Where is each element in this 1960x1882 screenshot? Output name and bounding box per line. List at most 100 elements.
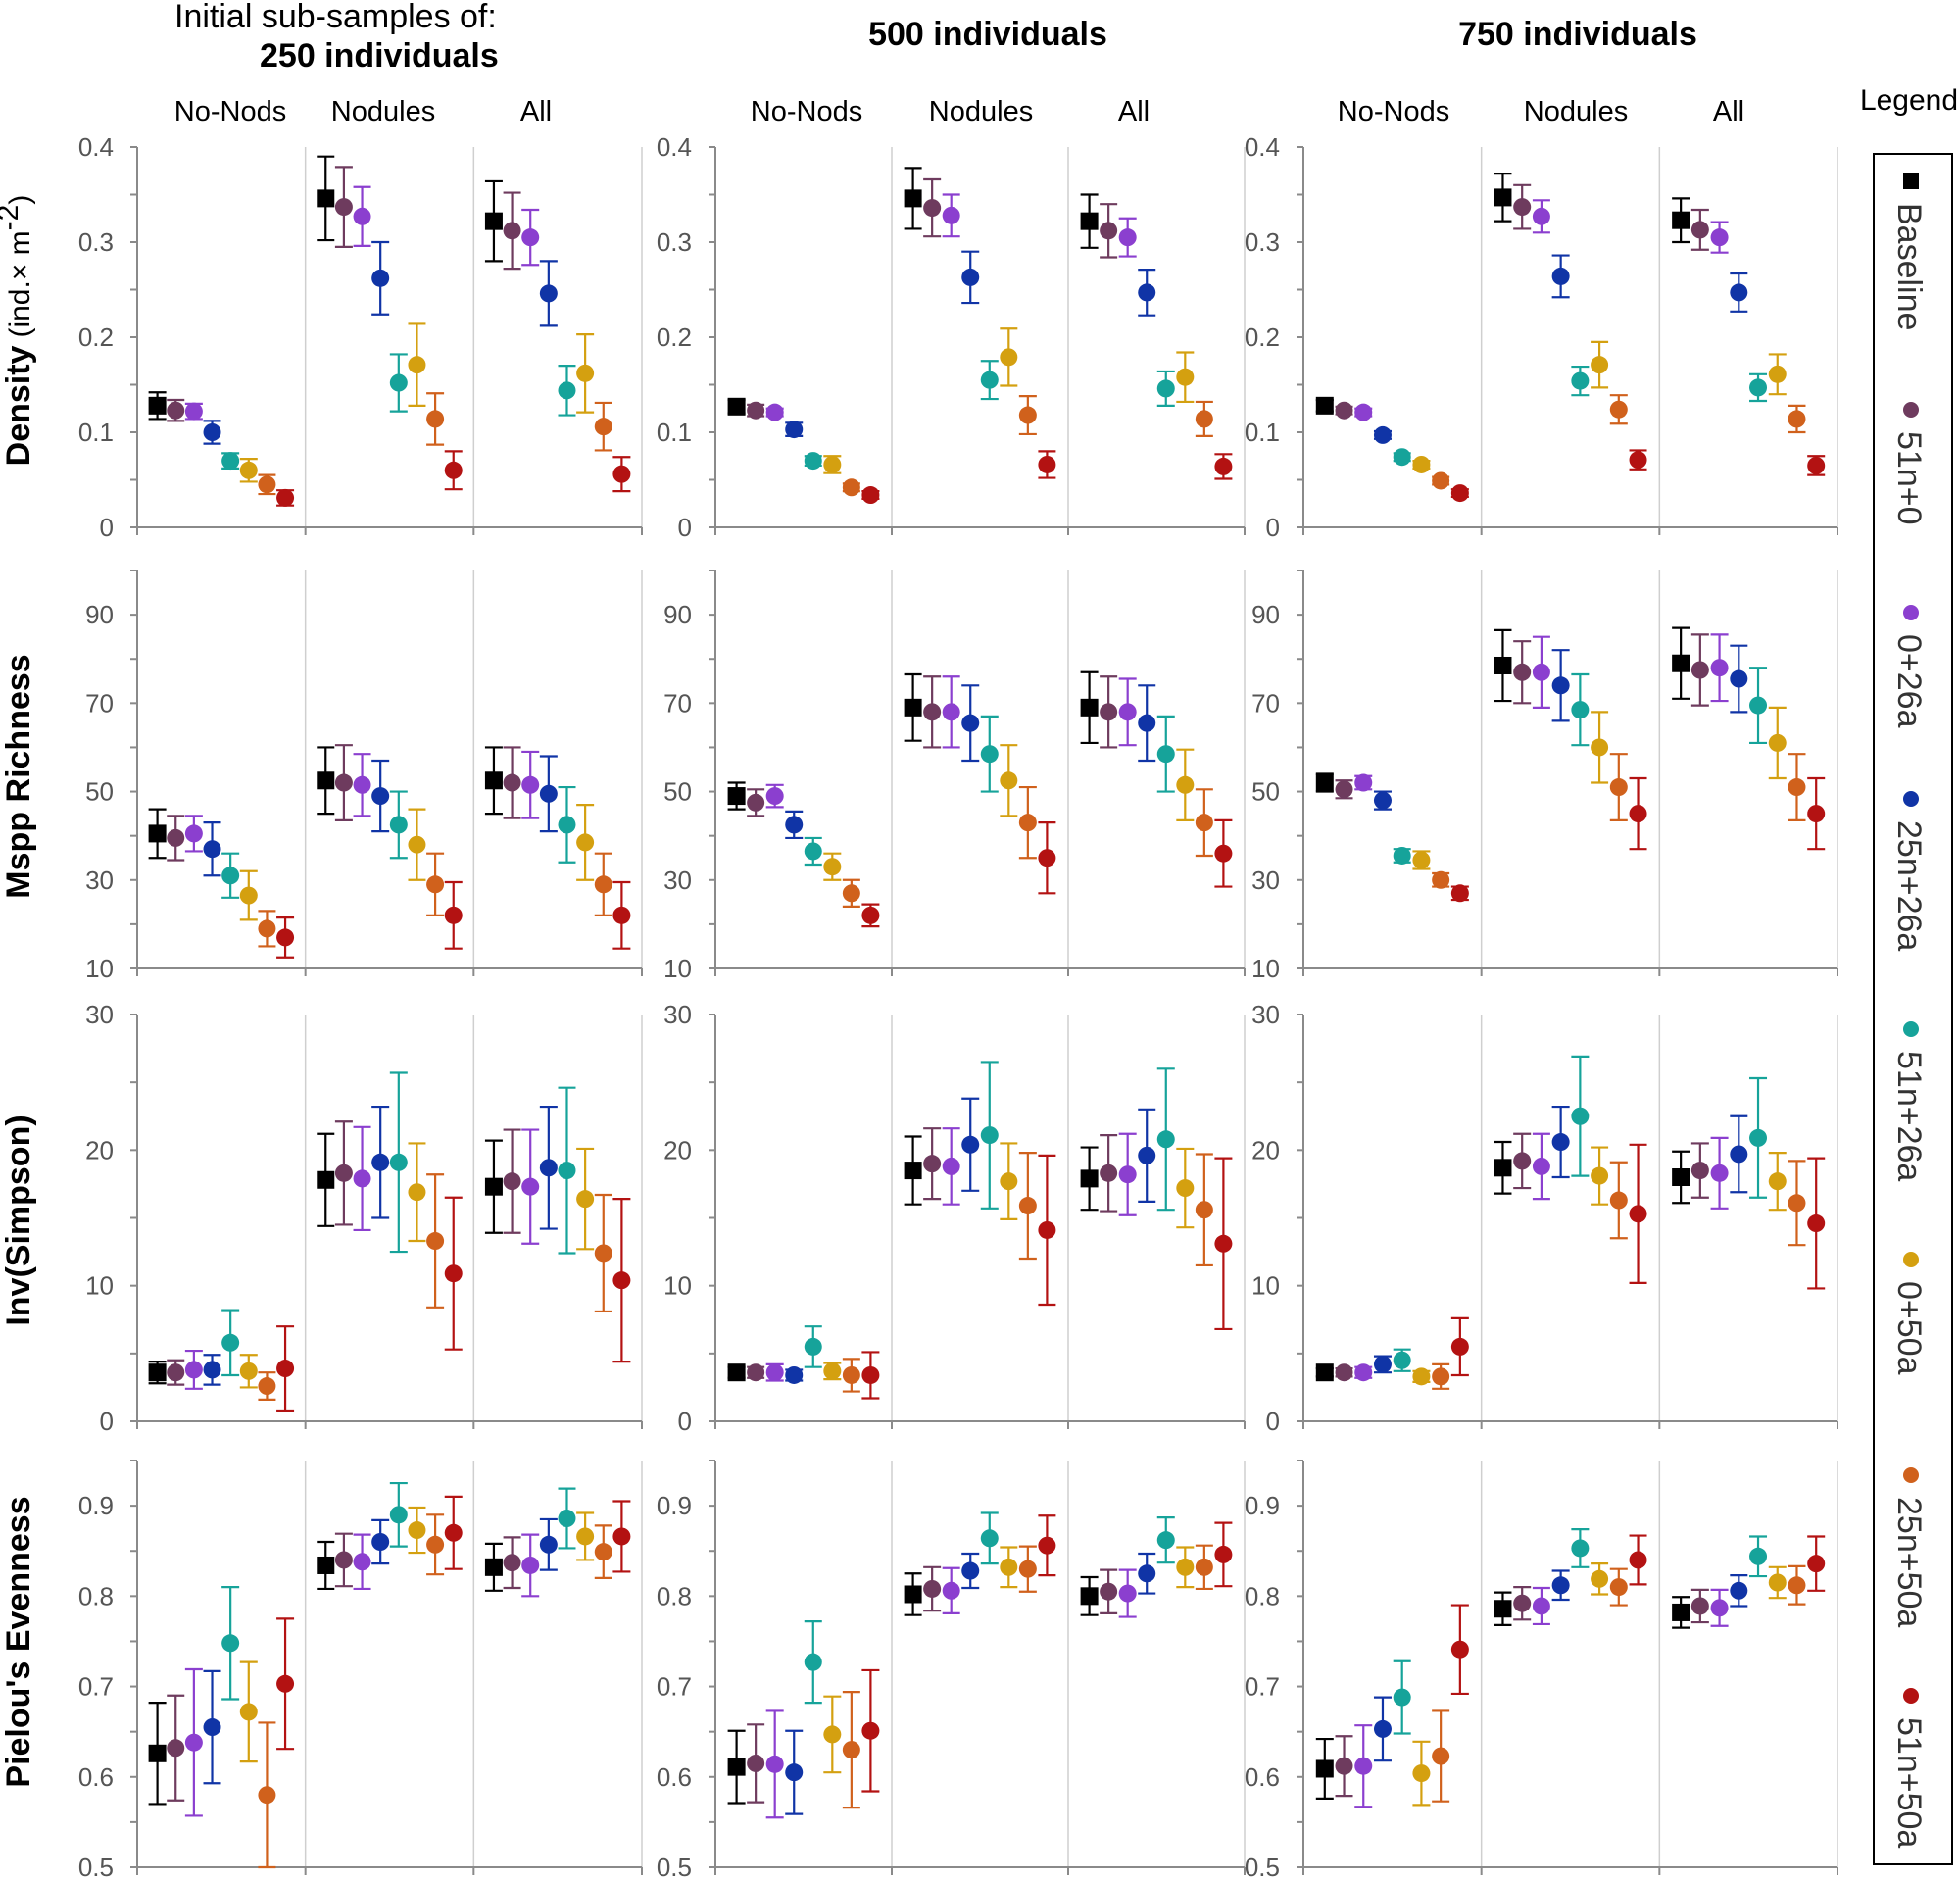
point-all-51n-26a [1749,1076,1768,1199]
marker-circle [785,1365,804,1384]
marker-circle [1393,1688,1411,1707]
point-all-51n-0 [503,1536,521,1590]
y-tick-label: 10 [663,1271,692,1301]
point-all-25n-50a [1195,1153,1213,1267]
marker-circle [1749,1128,1768,1147]
marker-circle [1018,814,1037,832]
point-all-baseline [1080,1146,1099,1212]
point-no-nods-0-50a [823,1695,842,1774]
point-no-nods-51n-0 [747,1723,765,1804]
marker-circle [1156,379,1175,398]
marker-circle [1412,1367,1431,1386]
legend-box [1873,153,1953,1865]
point-nodules-baseline [904,1135,922,1206]
marker-circle [1513,198,1532,217]
point-no-nods-51n-0 [1335,779,1353,800]
marker-circle [1038,1536,1056,1555]
point-no-nods-51n-26a [804,1325,822,1368]
point-all-25n-50a [594,852,612,916]
marker-circle [258,1786,276,1805]
point-all-51n-50a [1214,1521,1233,1588]
y-tick-label: 0.5 [657,1853,692,1882]
point-nodules-0-50a [408,322,426,407]
point-nodules-51n-0 [334,166,353,248]
point-no-nods-0-50a [239,869,258,921]
point-all-51n-50a [612,1198,631,1363]
point-nodules-51n-26a [1571,1527,1590,1568]
marker-circle [1532,1597,1550,1615]
marker-circle [765,403,784,421]
y-tick-label: 10 [1251,954,1280,983]
point-all-51n-26a [1156,1067,1175,1212]
point-nodules-51n-0 [334,1120,353,1226]
point-nodules-25n-26a [371,1518,390,1565]
point-all-0-26a [521,750,540,819]
marker-circle [167,828,185,847]
marker-circle [923,199,942,218]
marker-circle [861,1365,880,1384]
point-all-51n-50a [1214,1157,1233,1331]
marker-circle [1629,451,1647,470]
point-no-nods-0-50a [1412,1740,1431,1807]
point-all-0-26a [1710,633,1729,703]
point-no-nods-51n-50a [276,1617,295,1751]
point-nodules-51n-50a [1038,821,1056,895]
point-no-nods-51n-50a [276,916,295,959]
point-all-51n-50a [1807,1157,1826,1290]
panel-pielou-s-evenness-3: 0.5 0.6 0.7 0.8 0.9 [1245,1460,1838,1882]
y-tick-label: 70 [663,688,692,718]
point-all-0-26a [1118,217,1137,258]
marker-circle [1000,771,1018,790]
marker-circle [765,1755,784,1773]
marker-circle [1373,425,1392,444]
point-all-baseline [1080,1575,1099,1616]
marker-circle [1138,714,1156,732]
marker-circle [389,1506,408,1524]
marker-circle [334,198,353,217]
marker-circle [842,1365,860,1384]
y-tick-label: 0.7 [1245,1672,1280,1702]
point-no-nods-25n-50a [258,473,276,496]
marker-circle [1513,1152,1532,1170]
point-all-51n-50a [612,880,631,950]
point-no-nods-25n-50a [842,1690,860,1809]
marker-circle [1354,403,1373,421]
point-nodules-25n-26a [1551,254,1570,299]
marker-circle [1118,703,1137,721]
point-no-nods-25n-26a [203,1669,221,1785]
point-all-baseline [1080,193,1099,249]
y-tick-label: 0 [100,1407,114,1436]
point-no-nods-25n-26a [1373,1355,1392,1374]
marker-circle [747,1754,765,1772]
marker-circle [576,1190,595,1209]
point-no-nods-baseline [1315,1737,1334,1801]
y-tick-label: 0.8 [78,1581,114,1610]
col1-title-line2: 250 individuals [260,37,499,74]
group-label-no-nods-750: No-Nods [1338,96,1449,127]
marker-circle [1690,661,1709,679]
point-all-51n-26a [1749,1535,1768,1578]
marker-circle [1710,659,1729,677]
point-no-nods-0-50a [823,455,842,474]
marker-circle [1412,455,1431,473]
marker-square [727,1758,746,1776]
marker-square [904,189,922,208]
marker-circle [1354,1363,1373,1382]
marker-circle [1118,228,1137,247]
marker-circle [221,452,240,470]
marker-square [1315,1363,1334,1382]
point-all-51n-0 [1690,208,1709,251]
marker-circle [444,1264,463,1283]
point-no-nods-0-50a [1412,455,1431,473]
point-nodules-51n-0 [1513,1132,1532,1190]
point-no-nods-0-26a [1354,403,1373,421]
marker-circle [612,1271,631,1290]
marker-circle [1768,365,1787,383]
marker-circle [408,356,426,374]
marker-circle [1710,228,1729,247]
point-nodules-baseline [317,155,335,242]
marker-circle [426,875,445,894]
y-tick-label: 0.3 [1245,227,1280,257]
marker-circle [1551,1133,1570,1152]
point-all-25n-26a [1138,269,1156,317]
